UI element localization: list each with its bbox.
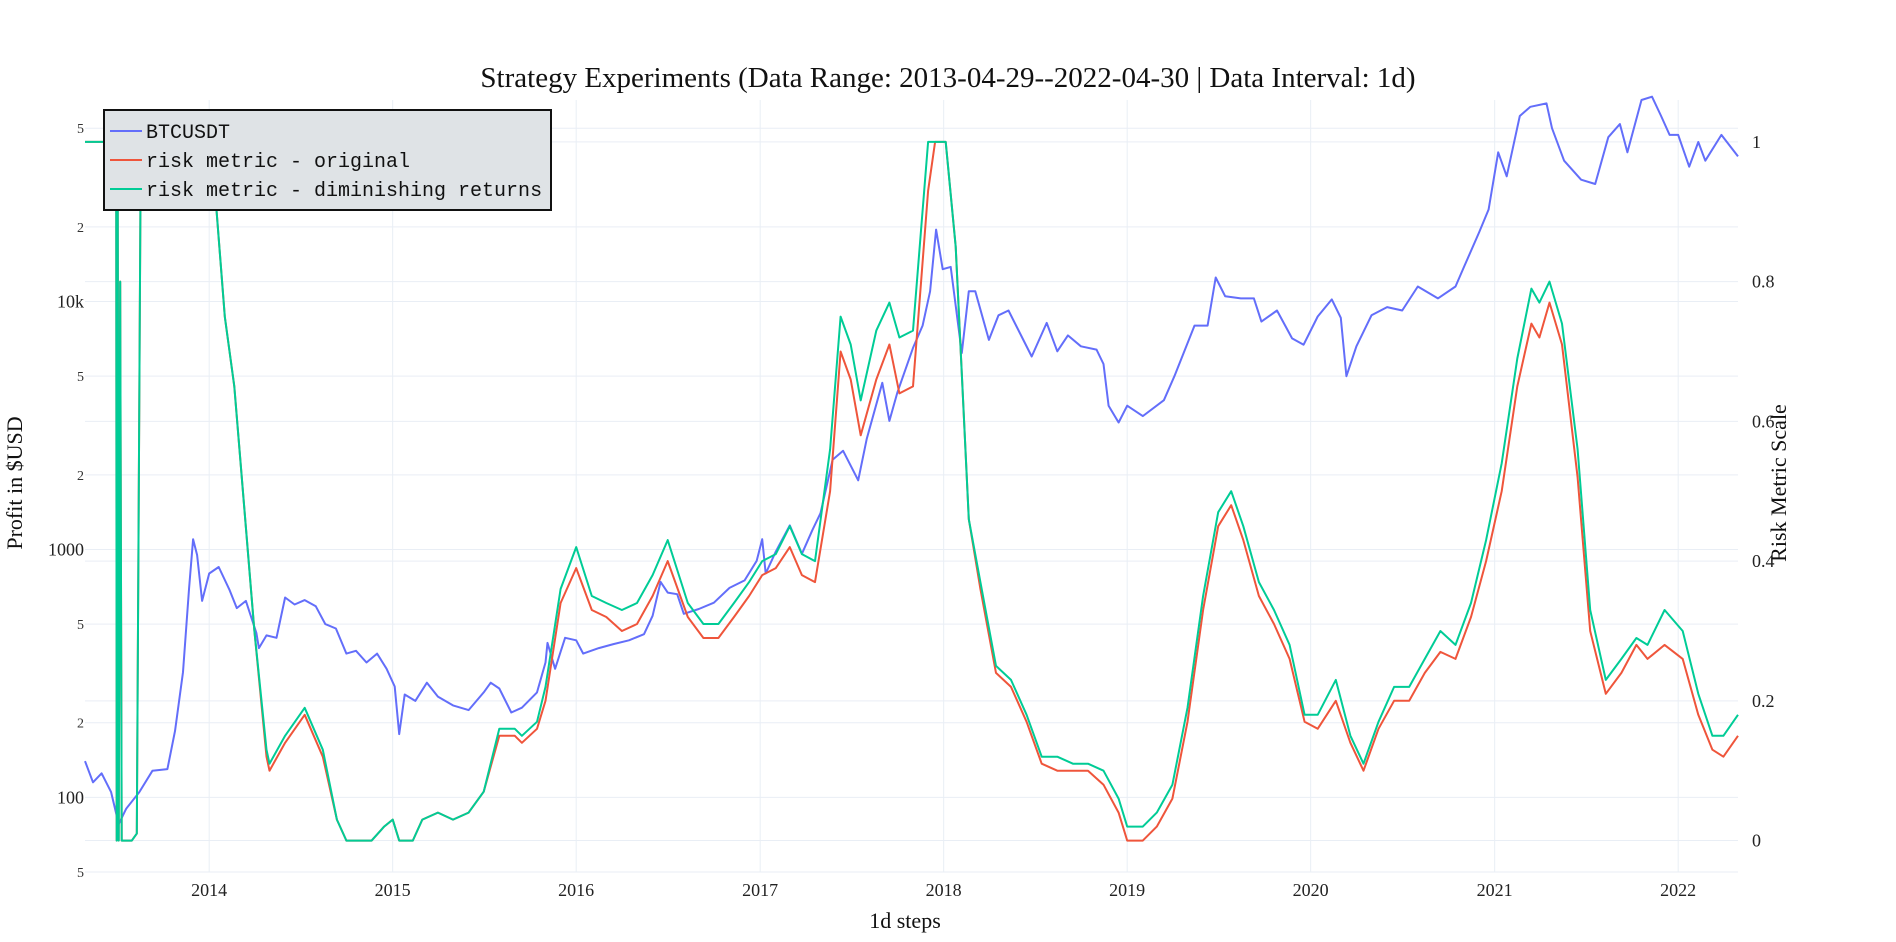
y-axis-title-left: Profit in $USD (2, 416, 27, 549)
x-tick-label: 2022 (1660, 880, 1696, 900)
y-right-tick-label: 0.4 (1752, 551, 1775, 571)
y-right-tick-label: 1 (1752, 132, 1761, 152)
y-left-minor-tick-label: 2 (77, 469, 84, 484)
y-right-tick-label: 0.2 (1752, 691, 1775, 711)
x-tick-label: 2020 (1293, 880, 1329, 900)
series-line-risk-metric-diminishing-returns (85, 140, 1739, 842)
y-left-minor-tick-label: 5 (77, 866, 84, 881)
legend-label-btcusdt: BTCUSDT (146, 122, 230, 145)
y-left-minor-tick-label: 5 (77, 370, 84, 385)
legend-label-risk-original: risk metric - original (146, 151, 410, 174)
y-right-tick-label: 0.8 (1752, 272, 1775, 292)
x-tick-label: 2018 (926, 880, 962, 900)
legend-item-btcusdt[interactable]: BTCUSDT (110, 122, 230, 145)
x-tick-label: 2019 (1109, 880, 1145, 900)
legend: BTCUSDT risk metric - original risk metr… (103, 109, 552, 211)
x-tick-label: 2015 (375, 880, 411, 900)
legend-box (103, 109, 552, 211)
y-left-minor-tick-label: 2 (77, 717, 84, 732)
axes: 2014 2015 2016 2017 2018 2019 2020 2021 20221001… (48, 122, 1775, 900)
x-tick-label: 2017 (742, 880, 778, 900)
series-line-btcusdt (84, 95, 1739, 826)
x-tick-label: 2016 (558, 880, 594, 900)
x-tick-label: 2014 (191, 880, 227, 900)
series-layer (84, 95, 1739, 842)
y-left-minor-tick-label: 5 (77, 618, 84, 633)
x-axis-title: 1d steps (869, 908, 941, 933)
y-left-tick-label: 1000 (48, 539, 84, 559)
y-axis-title-right: Risk Metric Scale (1766, 404, 1791, 562)
legend-item-risk-original[interactable]: risk metric - original (110, 151, 410, 174)
chart-title: Strategy Experiments (Data Range: 2013-0… (480, 62, 1415, 94)
y-right-tick-label: 0.6 (1752, 411, 1775, 431)
y-left-minor-tick-label: 5 (77, 122, 84, 137)
y-right-tick-label: 0 (1752, 831, 1761, 851)
y-left-tick-label: 10k (57, 292, 84, 312)
y-left-tick-label: 100 (57, 787, 84, 807)
x-tick-label: 2021 (1477, 880, 1513, 900)
y-left-minor-tick-label: 2 (77, 221, 84, 236)
grid (85, 100, 1738, 873)
legend-label-risk-diminishing: risk metric - diminishing returns (146, 180, 542, 203)
legend-item-risk-diminishing[interactable]: risk metric - diminishing returns (110, 180, 542, 203)
